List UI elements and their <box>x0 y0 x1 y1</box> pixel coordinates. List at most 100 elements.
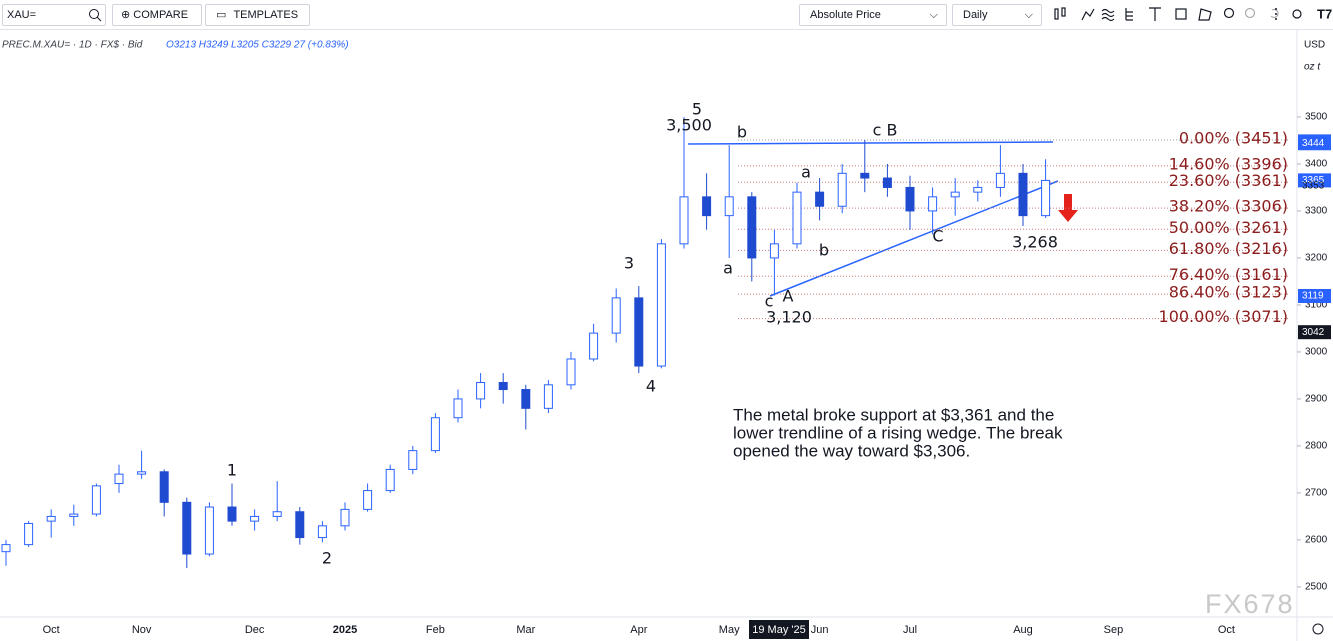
icon[interactable] <box>1061 7 1066 17</box>
settings-icon[interactable] <box>1312 623 1324 635</box>
price-tag-label: 3365 <box>1302 175 1325 186</box>
candle-body <box>589 332 599 360</box>
candle-body <box>114 473 124 485</box>
plot-area <box>0 30 1297 617</box>
compare-button[interactable]: ⊕ COMPARE <box>112 4 202 26</box>
wave-label: a <box>801 163 811 182</box>
icon[interactable] <box>1101 8 1115 22</box>
note: The metal broke support at $3,361 and th… <box>733 405 1063 460</box>
icon[interactable] <box>1149 7 1161 21</box>
x-tick-label: Aug <box>1013 624 1033 636</box>
wave-label: c B <box>873 121 898 140</box>
fib-label: 86.40% (3123) <box>1169 283 1288 302</box>
candle-body <box>566 358 576 386</box>
wave-label: 2 <box>322 549 332 568</box>
y-tick-label: 2600 <box>1305 535 1328 546</box>
wave-label: b <box>737 123 747 142</box>
candle-body <box>317 525 327 539</box>
price-tag <box>1298 289 1331 304</box>
y-tick-label: 3200 <box>1305 253 1328 264</box>
candle-body <box>159 471 169 503</box>
candle-body <box>295 511 305 539</box>
scale-label: Absolute Price <box>810 9 881 21</box>
candle-body <box>430 417 440 452</box>
crosshair-tag <box>749 620 809 639</box>
price-tag <box>1298 325 1331 340</box>
candle-body <box>905 186 915 212</box>
candle-body <box>204 506 214 555</box>
candle-body <box>815 191 825 207</box>
price-tag-label: 3042 <box>1302 327 1325 338</box>
price-tag-label: 3353 <box>1302 181 1325 192</box>
candle-body <box>182 501 192 555</box>
x-tick-label: Feb <box>426 624 445 636</box>
icon[interactable] <box>1292 9 1302 19</box>
icon[interactable] <box>1125 8 1133 21</box>
candle-body <box>702 196 712 217</box>
chart: PREC.M.XAU= · 1D · FX$ · Bid O3213 H3249… <box>0 30 1333 641</box>
x-tick-label: Sep <box>1104 624 1124 636</box>
candle-body <box>227 506 237 522</box>
wave-label: A <box>783 287 794 306</box>
icon[interactable] <box>1054 8 1059 20</box>
fib-label: 23.60% (3361) <box>1169 171 1288 190</box>
x-tick-label: Mar <box>516 624 535 636</box>
wedge-upper-line <box>687 141 1054 145</box>
currency-label[interactable]: USD <box>1304 40 1325 51</box>
watermark: FX678 <box>1205 589 1295 619</box>
wave-label: C <box>932 227 943 246</box>
candle-body <box>521 389 531 409</box>
candle-body <box>69 513 79 517</box>
candle-body <box>634 297 644 367</box>
x-tick-label: Jul <box>903 624 917 636</box>
x-tick-label: Oct <box>1218 624 1235 636</box>
candle-body <box>408 450 418 470</box>
x-tick-label: Apr <box>630 624 647 636</box>
candle-body <box>882 177 892 188</box>
icon[interactable] <box>1175 8 1187 20</box>
unit-label[interactable]: oz t <box>1304 62 1321 73</box>
icon[interactable] <box>1081 8 1095 21</box>
y-tick-label: 3500 <box>1305 112 1328 123</box>
x-tick-label: Nov <box>132 624 152 636</box>
templates-button[interactable]: ▭ TEMPLATES <box>205 4 310 26</box>
y-tick-label: 2800 <box>1305 441 1328 452</box>
candle-body <box>91 485 101 515</box>
icon[interactable] <box>1198 8 1212 21</box>
wave-label: 3,268 <box>1012 233 1058 252</box>
y-tick-label: 3000 <box>1305 347 1328 358</box>
candle-body <box>1018 172 1028 217</box>
icon[interactable] <box>1270 8 1279 19</box>
price-tag-label: 3119 <box>1302 291 1324 302</box>
candle-body <box>453 398 463 419</box>
wave-label: 1 <box>227 461 237 480</box>
scale-dropdown[interactable]: Absolute Price ⌵ <box>799 4 947 26</box>
x-tick-label: 2025 <box>333 624 357 636</box>
fib-label: 0.00% (3451) <box>1179 128 1288 147</box>
candle-body <box>385 468 395 492</box>
icon[interactable] <box>1244 7 1256 19</box>
legend-ohlc: O3213 H3249 L3205 C3229 27 (+0.83%) <box>166 40 349 51</box>
wave-label: 3 <box>624 254 634 273</box>
candle-body <box>46 515 56 522</box>
y-tick-label: 2700 <box>1305 488 1328 499</box>
fib-label: 38.20% (3306) <box>1169 197 1288 216</box>
candle-body <box>769 243 779 259</box>
search-icon <box>89 9 102 22</box>
y-tick-label: 3400 <box>1305 159 1328 170</box>
x-tick-label: Dec <box>245 624 265 636</box>
interval-dropdown[interactable]: Daily ⌵ <box>952 4 1042 26</box>
symbol-search[interactable]: XAU= <box>2 4 106 26</box>
x-tick-label: Oct <box>43 624 60 636</box>
symbol: XAU= <box>7 9 37 21</box>
compare-label: COMPARE <box>133 9 189 21</box>
icon[interactable] <box>1223 7 1235 19</box>
toolbar: XAU= ⊕ COMPARE ▭ TEMPLATES Absolute Pric… <box>0 0 1333 30</box>
y-tick-label: 2900 <box>1305 394 1328 405</box>
candle-body <box>250 515 260 522</box>
candle-body <box>724 196 734 217</box>
price-tag <box>1298 136 1331 151</box>
x-tick-label: May <box>719 624 740 636</box>
note-line: opened the way toward $3,306. <box>733 441 970 460</box>
wave-label: 4 <box>646 377 656 396</box>
